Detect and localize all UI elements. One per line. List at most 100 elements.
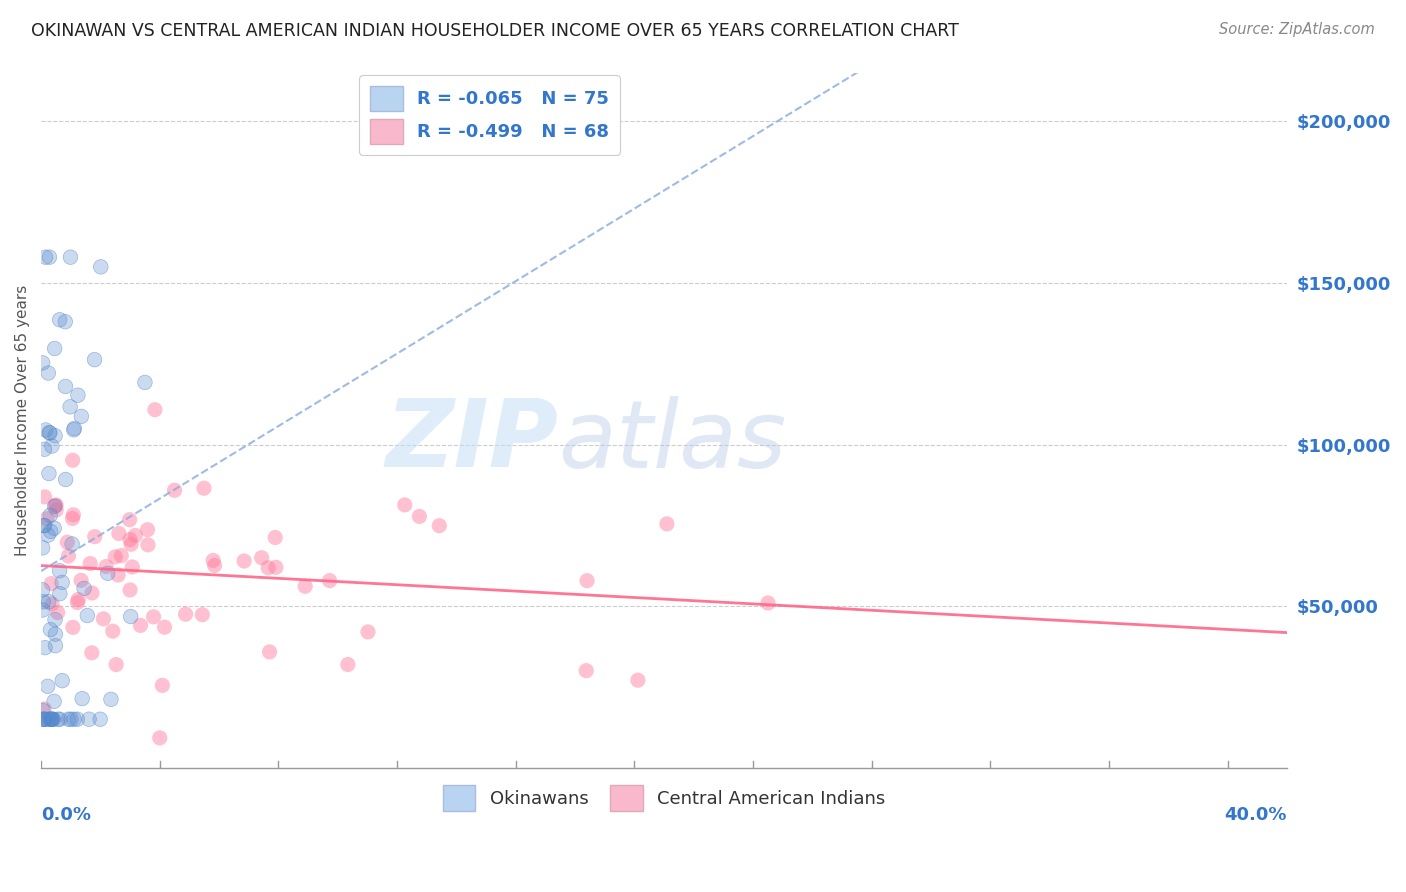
Point: [51, 673, 73, 688]
Point: [38, 425, 60, 440]
Point: [58, 712, 80, 726]
Text: 40.0%: 40.0%: [1225, 805, 1286, 824]
Point: [62, 423, 84, 437]
Point: [34, 442, 56, 457]
Point: [32, 712, 55, 726]
Point: [70, 691, 93, 706]
Point: [49, 712, 72, 726]
Point: [39, 712, 62, 726]
Point: [37, 366, 59, 380]
Point: [120, 609, 142, 624]
Point: [41, 597, 63, 611]
Point: [39, 712, 62, 726]
Point: [756, 596, 779, 610]
Point: [38, 425, 60, 440]
Point: [34, 250, 56, 264]
Point: [408, 509, 430, 524]
Point: [48, 312, 70, 326]
Point: [202, 553, 225, 567]
Point: [39, 623, 62, 637]
Point: [44, 627, 66, 641]
Point: [66, 388, 89, 402]
Point: [44, 521, 66, 535]
Point: [193, 481, 215, 495]
Point: [32, 518, 55, 533]
Point: [655, 516, 678, 531]
Point: [336, 657, 359, 672]
Point: [44, 627, 66, 641]
Point: [80, 646, 103, 660]
Point: [83, 352, 105, 367]
Point: [49, 712, 72, 726]
Text: Source: ZipAtlas.com: Source: ZipAtlas.com: [1219, 22, 1375, 37]
Point: [96, 559, 118, 574]
Point: [150, 678, 173, 692]
Point: [77, 712, 100, 726]
Point: [32, 595, 55, 609]
Point: [264, 560, 287, 574]
Point: [39, 712, 62, 726]
Point: [70, 409, 93, 424]
Point: [136, 523, 159, 537]
Point: [101, 624, 124, 639]
Point: [41, 712, 63, 726]
Point: [204, 558, 226, 573]
Point: [76, 608, 98, 623]
Point: [41, 712, 63, 726]
Point: [100, 692, 122, 706]
Point: [59, 250, 82, 264]
Point: [55, 473, 77, 487]
Point: [121, 560, 143, 574]
Point: [55, 379, 77, 393]
Point: [38, 250, 60, 264]
Point: [66, 712, 89, 726]
Point: [39, 508, 62, 523]
Point: [44, 500, 66, 514]
Point: [59, 712, 82, 726]
Point: [41, 712, 63, 726]
Point: [134, 376, 156, 390]
Point: [38, 250, 60, 264]
Point: [100, 692, 122, 706]
Point: [31, 703, 53, 717]
Point: [38, 467, 60, 481]
Point: [44, 613, 66, 627]
Point: [34, 490, 56, 504]
Point: [39, 623, 62, 637]
Point: [44, 613, 66, 627]
Point: [233, 554, 256, 568]
Point: [264, 531, 287, 545]
Point: [34, 442, 56, 457]
Point: [427, 518, 450, 533]
Point: [120, 609, 142, 624]
Point: [37, 712, 59, 726]
Point: [35, 423, 58, 437]
Point: [66, 712, 89, 726]
Point: [34, 518, 56, 533]
Point: [257, 560, 280, 574]
Point: [34, 518, 56, 533]
Point: [294, 579, 316, 593]
Point: [44, 342, 66, 356]
Point: [44, 342, 66, 356]
Point: [44, 521, 66, 535]
Point: [31, 582, 53, 597]
Point: [153, 620, 176, 634]
Point: [83, 352, 105, 367]
Point: [39, 524, 62, 539]
Point: [34, 712, 56, 726]
Point: [38, 425, 60, 440]
Point: [41, 439, 63, 453]
Point: [32, 595, 55, 609]
Point: [627, 673, 650, 688]
Point: [79, 557, 101, 571]
Point: [31, 582, 53, 597]
Point: [38, 467, 60, 481]
Point: [39, 508, 62, 523]
Point: [48, 564, 70, 578]
Point: [63, 421, 86, 435]
Point: [83, 530, 105, 544]
Point: [143, 402, 166, 417]
Point: [44, 428, 66, 442]
Point: [97, 566, 120, 581]
